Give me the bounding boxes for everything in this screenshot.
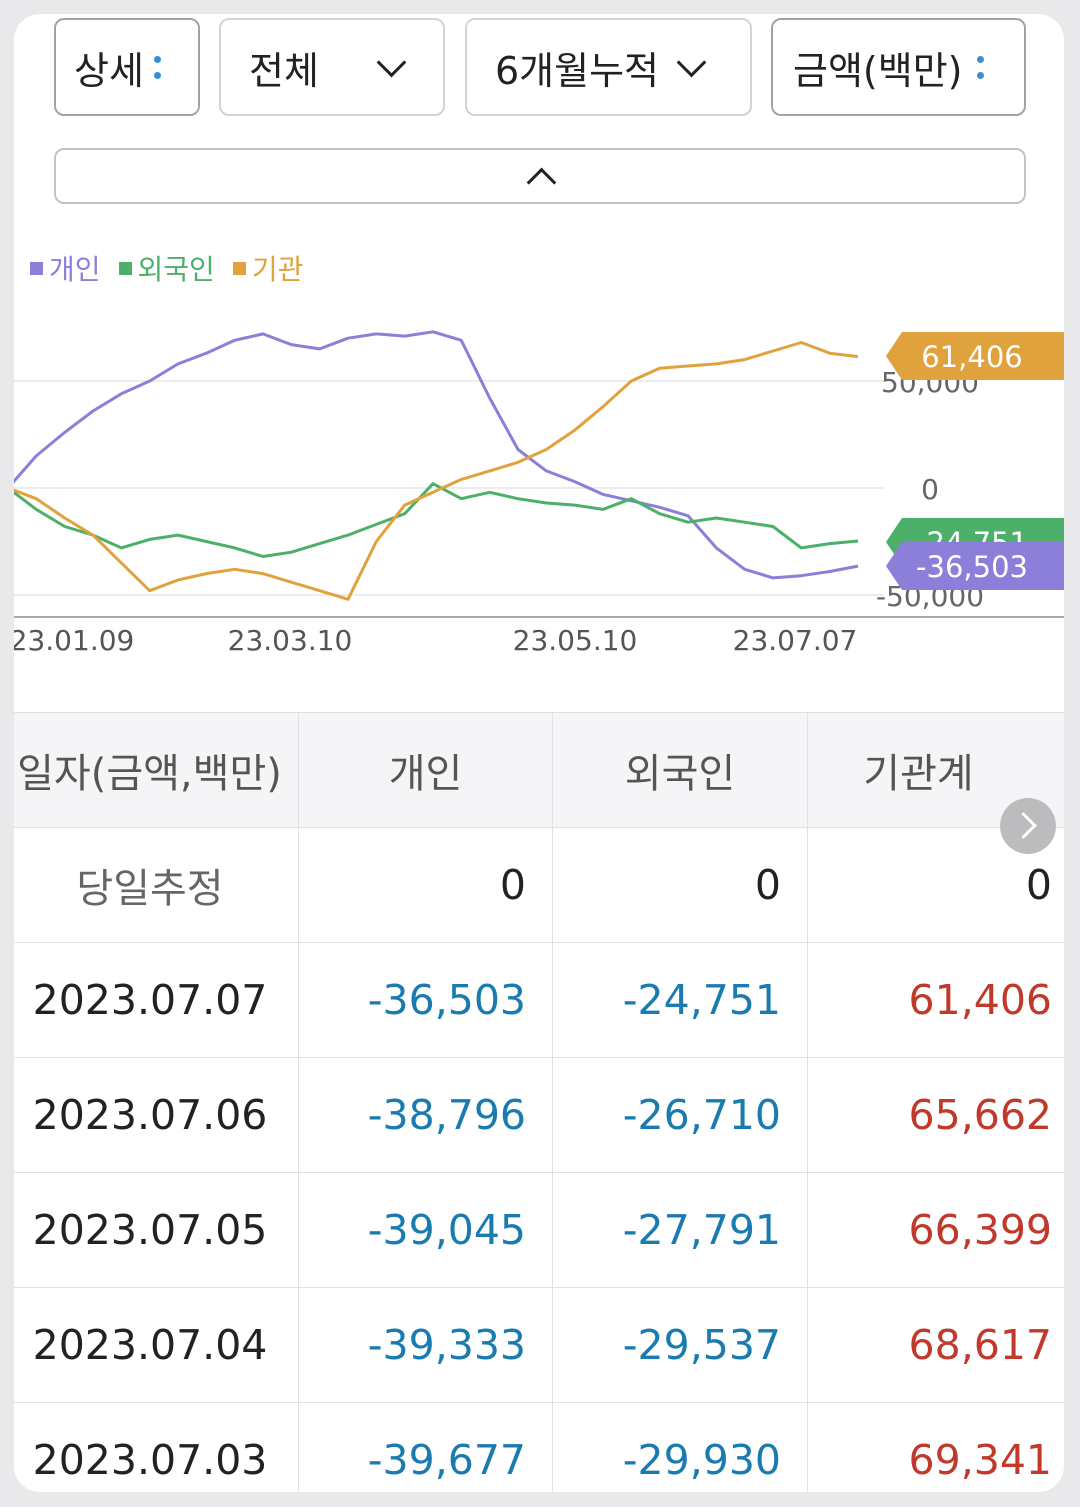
chevron-right-icon	[1010, 812, 1037, 839]
row-date: 2023.07.05	[14, 1172, 299, 1288]
table-row: 2023.07.06 -38,796 -26,710 65,662	[14, 1057, 1064, 1173]
cumulative-net-buy-chart: 50,0000-50,00061,406-24,751-36,50323.01.…	[14, 330, 1064, 657]
more-vert-icon	[976, 55, 984, 79]
header-date: 일자(금액,백만)	[14, 712, 299, 828]
x-tick-label: 23.01.09	[14, 624, 134, 657]
cell-foreign: -29,537	[552, 1287, 808, 1403]
end-value-label: 61,406	[886, 332, 1064, 380]
legend-item-institution: 기관	[232, 248, 304, 288]
cell-individual: -36,503	[298, 942, 553, 1058]
end-value-label: -36,503	[886, 542, 1064, 590]
cell-foreign: -24,751	[552, 942, 808, 1058]
x-tick-label: 23.03.10	[228, 624, 353, 657]
cell-institution: 68,617	[807, 1287, 1064, 1403]
table-row: 2023.07.04 -39,333 -29,537 68,617	[14, 1287, 1064, 1403]
collapse-toggle-button[interactable]	[54, 148, 1026, 204]
svg-text:-36,503: -36,503	[916, 550, 1028, 584]
series-line	[14, 341, 859, 601]
unit-menu-label: 금액(백만)	[793, 48, 963, 93]
header-foreign: 외국인	[552, 712, 808, 828]
series-line	[14, 330, 859, 580]
detail-menu-label: 상세	[74, 48, 144, 93]
detail-menu-button[interactable]: 상세	[54, 18, 200, 116]
header-individual: 개인	[298, 712, 553, 828]
row-date: 2023.07.03	[14, 1402, 299, 1492]
row-date: 2023.07.04	[14, 1287, 299, 1403]
table-row: 2023.07.07 -36,503 -24,751 61,406	[14, 942, 1064, 1058]
chart-legend: 개인 외국인 기관	[30, 248, 303, 288]
table-row: 2023.07.05 -39,045 -27,791 66,399	[14, 1172, 1064, 1288]
legend-label: 기관	[251, 253, 304, 286]
cell-foreign: 0	[552, 827, 808, 943]
y-tick-label: 0	[921, 473, 939, 506]
row-date: 2023.07.07	[14, 942, 299, 1058]
legend-swatch	[232, 261, 246, 275]
legend-swatch	[30, 261, 43, 275]
cell-institution: 61,406	[807, 942, 1064, 1058]
chevron-up-icon	[526, 167, 557, 198]
cell-institution: 69,341	[807, 1402, 1064, 1492]
investor-trend-card: 상세 전체 6개월누적 금액(백만) 개인 외국인 기관	[14, 14, 1064, 1492]
cell-individual: -38,796	[298, 1057, 553, 1173]
legend-swatch	[118, 261, 132, 275]
period-select-label: 6개월누적	[495, 48, 660, 93]
cell-individual: 0	[298, 827, 553, 943]
scope-select[interactable]: 전체	[219, 18, 445, 116]
svg-text:61,406: 61,406	[921, 340, 1022, 374]
net-buy-table: 일자(금액,백만) 개인 외국인 기관계 당일추정 0 0 0 2023.07.…	[14, 712, 1064, 1492]
x-tick-label: 23.07.07	[733, 624, 858, 657]
legend-label: 개인	[49, 253, 101, 286]
cell-individual: -39,045	[298, 1172, 553, 1288]
chevron-down-icon	[376, 47, 407, 77]
chevron-down-icon	[676, 47, 707, 77]
cell-individual: -39,333	[298, 1287, 553, 1403]
row-date: 당일추정	[14, 827, 299, 943]
period-select[interactable]: 6개월누적	[465, 18, 752, 116]
legend-label: 외국인	[137, 253, 215, 286]
more-vert-icon	[153, 55, 161, 79]
table-header-row: 일자(금액,백만) 개인 외국인 기관계	[14, 712, 1064, 828]
cell-foreign: -29,930	[552, 1402, 808, 1492]
table-row: 2023.07.03 -39,677 -29,930 69,341	[14, 1402, 1064, 1492]
cell-individual: -39,677	[298, 1402, 553, 1492]
cell-institution: 66,399	[807, 1172, 1064, 1288]
x-tick-label: 23.05.10	[513, 624, 638, 657]
cell-foreign: -26,710	[552, 1057, 808, 1173]
filter-bar: 상세 전체 6개월누적 금액(백만)	[14, 14, 1064, 124]
table-row: 당일추정 0 0 0	[14, 827, 1064, 943]
series-line	[14, 482, 859, 558]
scope-select-label: 전체	[249, 48, 319, 93]
legend-item-individual: 개인	[30, 248, 101, 288]
unit-menu-button[interactable]: 금액(백만)	[771, 18, 1026, 116]
cell-foreign: -27,791	[552, 1172, 808, 1288]
cell-institution: 65,662	[807, 1057, 1064, 1173]
row-date: 2023.07.06	[14, 1057, 299, 1173]
scroll-right-button[interactable]	[1000, 798, 1056, 854]
legend-item-foreign: 외국인	[118, 248, 215, 288]
